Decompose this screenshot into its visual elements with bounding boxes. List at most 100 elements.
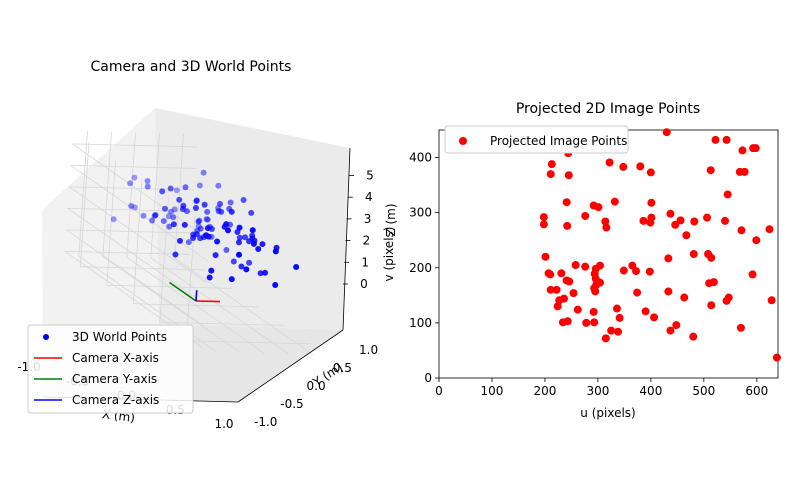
world-point — [257, 270, 264, 277]
world-point — [170, 221, 177, 228]
image-point — [573, 305, 582, 314]
grid-x-back — [126, 132, 136, 258]
world-point — [215, 182, 222, 189]
world-point — [272, 248, 279, 255]
image-point — [690, 217, 699, 226]
u-axis-label: u (pixels) — [580, 406, 635, 420]
x-tick-label: 400 — [639, 384, 662, 398]
image-point — [565, 277, 574, 286]
x-tick-label: 600 — [745, 384, 768, 398]
y-tick-label-3d: 1.0 — [359, 343, 378, 357]
legend-label-camera-x: Camera X-axis — [72, 351, 159, 365]
image-point — [633, 288, 642, 297]
y-ticks-3d: -1.0-0.5 0.0 0.5 1.0 — [254, 343, 378, 429]
image-point — [553, 302, 562, 311]
world-point — [128, 202, 135, 209]
legend-2d: Projected Image Points — [444, 125, 629, 154]
world-point — [243, 266, 250, 273]
camera-axis-line — [169, 281, 197, 302]
grid-y-floor — [159, 321, 285, 326]
camera-axes — [169, 281, 221, 303]
image-point — [709, 278, 718, 287]
image-point — [645, 267, 654, 276]
y-axis-line — [237, 329, 344, 403]
image-point — [614, 327, 623, 336]
legend-3d-box — [27, 324, 194, 414]
grid-y-floor — [133, 303, 259, 308]
image-point — [689, 250, 698, 258]
world-point — [196, 217, 203, 224]
world-point — [183, 208, 190, 215]
image-point — [650, 313, 659, 322]
plot-2d: Projected 2D Image Points 0 100 200 300 400 5… — [382, 101, 781, 420]
world-point — [205, 233, 212, 240]
y-tick-label-3d: -1.0 — [254, 415, 277, 429]
image-point — [636, 162, 645, 171]
world-point — [293, 263, 300, 270]
grid-x-back — [150, 133, 160, 258]
world-point — [144, 183, 151, 190]
image-point — [749, 144, 758, 153]
image-point — [748, 270, 757, 279]
camera-axis-line — [195, 300, 221, 303]
grid-y-left — [79, 142, 90, 267]
image-point — [552, 285, 561, 294]
image-point — [569, 289, 578, 298]
plot-3d: Camera and 3D World Points 0 1 2 3 4 5 -1.0-0… — [17, 59, 398, 431]
image-point — [539, 213, 548, 222]
y-tick-label: 100 — [409, 316, 432, 330]
world-point — [203, 216, 210, 223]
image-point — [707, 253, 716, 262]
world-point — [167, 185, 174, 192]
x-ticks-2d: 0 100 200 300 400 500 600 — [435, 378, 768, 398]
image-point — [591, 287, 600, 296]
grid-x-back — [174, 133, 184, 259]
world-point — [217, 200, 224, 207]
world-point — [249, 232, 256, 239]
grid-x-back — [102, 131, 112, 257]
world-point — [246, 238, 253, 245]
z-tick-label: 0 — [360, 277, 368, 291]
image-point — [564, 171, 573, 180]
world-point — [204, 208, 211, 215]
grid-y-floor — [80, 266, 206, 271]
world-point — [165, 213, 172, 220]
z-tick-label: 1 — [361, 255, 369, 269]
world-point — [192, 204, 199, 211]
image-point — [647, 213, 656, 222]
y-axis-label-3d: Y (m) — [310, 360, 345, 390]
image-point — [641, 307, 650, 316]
world-point — [215, 208, 222, 215]
z-tick-label: 4 — [365, 190, 373, 204]
image-point — [581, 211, 590, 220]
world-point — [251, 237, 258, 244]
plot-3d-title: Camera and 3D World Points — [91, 59, 292, 75]
pane-back — [155, 108, 350, 330]
image-point — [646, 168, 655, 177]
image-point — [581, 262, 590, 271]
image-point — [571, 261, 580, 270]
y-tick-label: 0 — [424, 371, 432, 385]
image-points — [539, 128, 781, 362]
world-point — [168, 208, 175, 215]
world-point — [227, 199, 234, 206]
world-point — [182, 184, 189, 191]
image-point — [601, 334, 610, 343]
plot-2d-title: Projected 2D Image Points — [516, 101, 700, 117]
image-point — [563, 317, 572, 326]
image-point — [605, 158, 614, 167]
world-point — [161, 205, 168, 212]
world-point — [228, 208, 235, 215]
world-point — [201, 201, 208, 208]
image-point — [735, 167, 744, 176]
world-point — [171, 206, 178, 213]
world-point — [176, 237, 183, 244]
image-point — [689, 332, 698, 341]
image-point — [594, 203, 603, 212]
world-point — [248, 209, 255, 216]
image-point — [723, 190, 732, 199]
image-point — [722, 135, 731, 144]
image-point — [632, 267, 641, 276]
world-point — [176, 196, 183, 203]
image-point — [590, 318, 599, 327]
